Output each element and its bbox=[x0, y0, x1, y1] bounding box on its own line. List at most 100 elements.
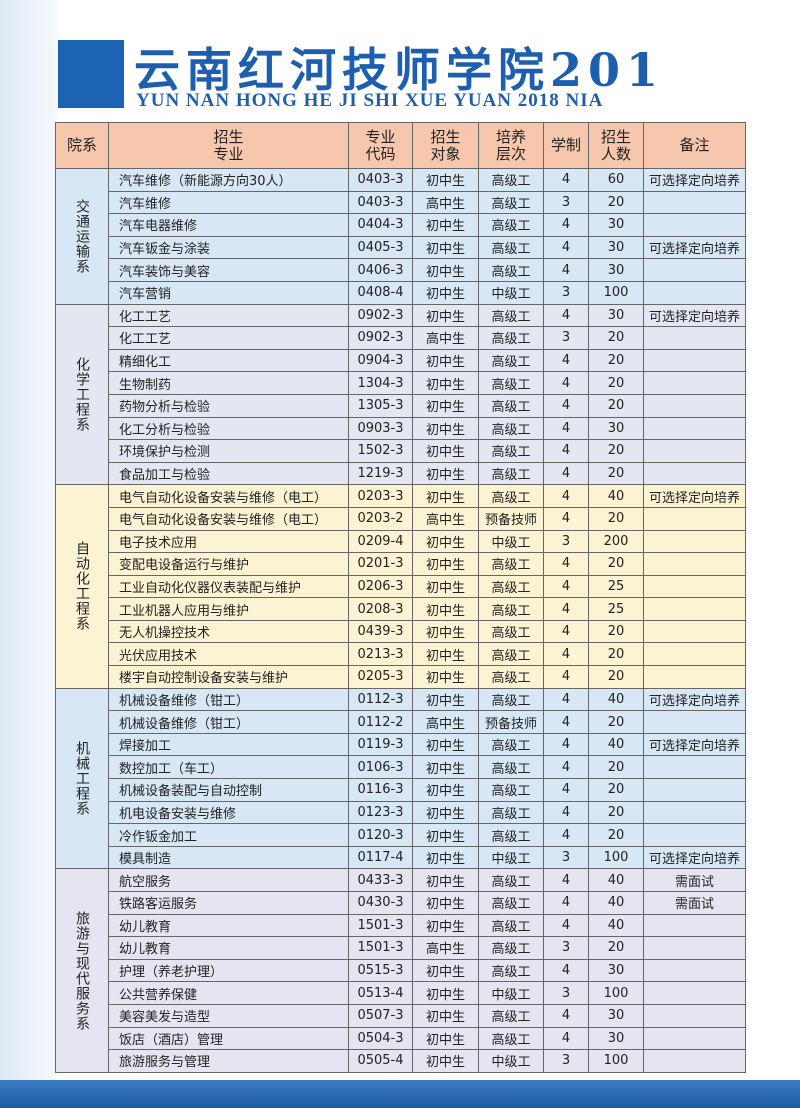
table-cell bbox=[643, 529, 746, 554]
column-header: 招生人数 bbox=[588, 122, 644, 169]
table-cell: 1501-3 bbox=[348, 913, 413, 938]
table-row: 变配电设备运行与维护 0201-3 初中生 高级工 4 20 bbox=[55, 552, 746, 576]
table-cell: 20 bbox=[588, 439, 644, 463]
table-cell: 可选择定向培养 bbox=[643, 845, 746, 870]
table-cell: 0119-3 bbox=[348, 732, 413, 757]
table-cell: 0903-3 bbox=[348, 416, 413, 441]
table-cell: 4 bbox=[543, 732, 589, 757]
table-cell: 高级工 bbox=[478, 235, 544, 260]
table-cell: 初中生 bbox=[412, 981, 479, 1005]
table-row: 电子技术应用 0209-4 初中生 中级工 3 200 bbox=[55, 529, 746, 554]
table-cell: 20 bbox=[588, 326, 644, 350]
table-cell: 20 bbox=[588, 800, 644, 825]
table-row: 交通运输系 汽车维修（新能源方向30人） 0403-3 初中生 高级工 4 60 可选择定向培… bbox=[55, 168, 746, 305]
column-header-text: 招生对象 bbox=[430, 127, 461, 163]
table-cell: 0505-4 bbox=[348, 1049, 413, 1073]
table-row: 汽车营销 0408-4 初中生 中级工 3 100 bbox=[55, 280, 746, 305]
table-cell: 20 bbox=[588, 642, 644, 667]
table-cell: 20 bbox=[588, 665, 644, 689]
table-cell: 高级工 bbox=[478, 800, 544, 825]
table-cell: 0439-3 bbox=[348, 619, 413, 644]
table-cell: 光伏应用技术 bbox=[108, 642, 349, 667]
table-cell: 3 bbox=[543, 190, 589, 215]
table-cell: 0430-3 bbox=[348, 891, 413, 915]
column-header-text: 招生专业 bbox=[213, 127, 244, 163]
title: 云南红河技师学院201 bbox=[134, 43, 665, 97]
table-cell: 高级工 bbox=[478, 619, 544, 644]
table-cell: 4 bbox=[543, 506, 589, 531]
table-cell: 高级工 bbox=[478, 868, 544, 892]
column-header: 专业代码 bbox=[348, 122, 413, 169]
table-cell: 高级工 bbox=[478, 665, 544, 689]
table-cell: 20 bbox=[588, 619, 644, 644]
table-cell: 4 bbox=[543, 687, 589, 712]
table-cell: 初中生 bbox=[412, 913, 479, 938]
column-header: 备注 bbox=[643, 122, 746, 169]
table-cell: 高中生 bbox=[412, 936, 479, 960]
table-cell: 0213-3 bbox=[348, 642, 413, 667]
table-row: 电气自动化设备安装与维修（电工） 0203-2 高中生 预备技师 4 20 bbox=[55, 506, 746, 531]
table-cell: 25 bbox=[588, 574, 644, 599]
table-cell: 40 bbox=[588, 891, 644, 915]
table-cell: 焊接加工 bbox=[108, 732, 349, 757]
table-cell: 高中生 bbox=[412, 190, 479, 215]
table-cell: 30 bbox=[588, 235, 644, 260]
table-row: 无人机操控技术 0439-3 初中生 高级工 4 20 bbox=[55, 619, 746, 644]
table-row: 药物分析与检验 1305-3 初中生 高级工 4 20 bbox=[55, 393, 746, 418]
table-cell: 20 bbox=[588, 190, 644, 215]
table-cell: 高级工 bbox=[478, 1003, 544, 1028]
table-cell bbox=[643, 439, 746, 463]
table-cell bbox=[643, 258, 746, 282]
table-cell: 高级工 bbox=[478, 168, 544, 192]
table-cell: 4 bbox=[543, 235, 589, 260]
table-cell: 初中生 bbox=[412, 687, 479, 712]
table-cell: 高级工 bbox=[478, 371, 544, 395]
table-cell: 高级工 bbox=[478, 778, 544, 802]
table-cell: 高级工 bbox=[478, 642, 544, 667]
table-cell: 高级工 bbox=[478, 936, 544, 960]
table-row: 美容美发与造型 0507-3 初中生 高级工 4 30 bbox=[55, 1003, 746, 1028]
column-header-text: 专业代码 bbox=[365, 127, 396, 163]
table-cell: 4 bbox=[543, 1026, 589, 1051]
table-cell: 4 bbox=[543, 439, 589, 463]
table-cell: 可选择定向培养 bbox=[643, 235, 746, 260]
table-cell: 初中生 bbox=[412, 732, 479, 757]
table-cell: 幼儿教育 bbox=[108, 913, 349, 938]
table-cell: 机械设备装配与自动控制 bbox=[108, 778, 349, 802]
department-cell: 旅游与现代服务系 bbox=[55, 868, 109, 1073]
table-cell bbox=[643, 778, 746, 802]
table-cell: 3 bbox=[543, 280, 589, 305]
table-cell: 高中生 bbox=[412, 326, 479, 350]
column-header-text: 备注 bbox=[679, 136, 710, 154]
table-row: 化工工艺 0902-3 高中生 高级工 3 20 bbox=[55, 326, 746, 350]
table-row: 机电设备安装与维修 0123-3 初中生 高级工 4 20 bbox=[55, 800, 746, 825]
table-cell: 3 bbox=[543, 326, 589, 350]
table-cell: 高中生 bbox=[412, 506, 479, 531]
table-row: 环境保护与检测 1502-3 初中生 高级工 4 20 bbox=[55, 439, 746, 463]
table-cell bbox=[643, 461, 746, 486]
table-cell: 汽车钣金与涂装 bbox=[108, 235, 349, 260]
table-cell: 初中生 bbox=[412, 461, 479, 486]
table-cell: 高级工 bbox=[478, 393, 544, 418]
table-cell: 4 bbox=[543, 642, 589, 667]
table-cell: 初中生 bbox=[412, 1003, 479, 1028]
table-row: 幼儿教育 1501-3 初中生 高级工 4 40 bbox=[55, 913, 746, 938]
table-cell: 4 bbox=[543, 574, 589, 599]
table-cell: 4 bbox=[543, 665, 589, 689]
table-cell bbox=[643, 642, 746, 667]
table-cell: 0205-3 bbox=[348, 665, 413, 689]
table-cell bbox=[643, 574, 746, 599]
column-header: 院系 bbox=[55, 122, 109, 169]
table-cell: 4 bbox=[543, 258, 589, 282]
table-cell: 30 bbox=[588, 416, 644, 441]
table-cell: 中级工 bbox=[478, 845, 544, 870]
table-cell: 4 bbox=[543, 213, 589, 237]
table-cell: 0404-3 bbox=[348, 213, 413, 237]
table-row: 楼宇自动控制设备安装与维护 0205-3 初中生 高级工 4 20 bbox=[55, 665, 746, 689]
table-cell: 4 bbox=[543, 619, 589, 644]
table-cell bbox=[643, 755, 746, 780]
table-row: 机械工程系 机械设备维修（钳工） 0112-3 初中生 高级工 4 40 可选择定向培养 bbox=[55, 687, 746, 870]
table-cell: 3 bbox=[543, 845, 589, 870]
table-cell: 生物制药 bbox=[108, 371, 349, 395]
table-cell bbox=[643, 348, 746, 373]
